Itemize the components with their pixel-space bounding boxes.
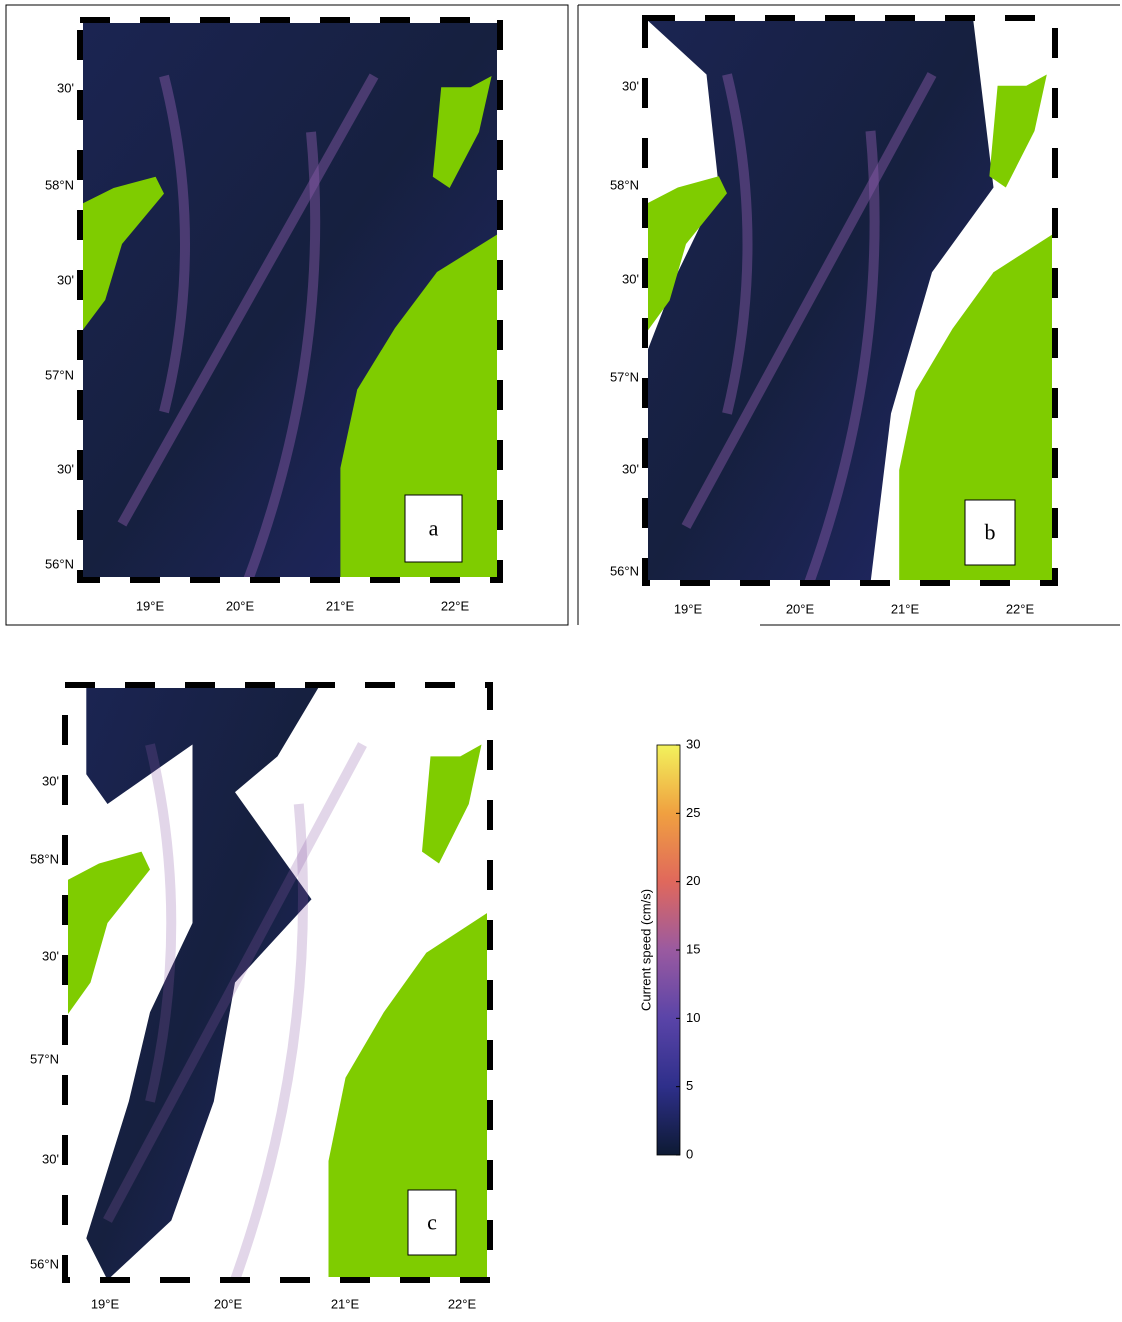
lon-label: 21°E [326, 598, 355, 613]
current-streak [145, 743, 177, 1103]
panel-box [5, 4, 569, 626]
lat-label: 30' [57, 80, 74, 95]
land [80, 176, 164, 334]
current-streak [230, 803, 308, 1282]
lon-label: 19°E [91, 1296, 120, 1311]
lat-label: 56°N [45, 556, 74, 571]
lat-label: 30' [42, 773, 59, 788]
land [989, 74, 1047, 188]
lon-label: 20°E [214, 1296, 243, 1311]
lon-label: 19°E [136, 598, 165, 613]
lon-label: 21°E [331, 1296, 360, 1311]
lat-label: 30' [622, 271, 639, 286]
land [422, 744, 482, 864]
current-streak [159, 74, 190, 414]
lat-label: 56°N [610, 563, 639, 578]
lat-label: 58°N [45, 177, 74, 192]
lat-label: 56°N [30, 1256, 59, 1271]
sea [645, 18, 994, 583]
panel-label: a [429, 516, 439, 541]
label-box [407, 1189, 457, 1256]
map-panel [62, 682, 493, 1283]
map-panel [77, 17, 503, 583]
lon-label: 19°E [674, 601, 703, 616]
panel-label: c [427, 1210, 437, 1235]
map-frame [77, 17, 503, 583]
land [899, 232, 1055, 583]
lat-label: 30' [622, 78, 639, 93]
map-frame [62, 682, 493, 1283]
lon-label: 22°E [441, 598, 470, 613]
lat-label: 57°N [30, 1051, 59, 1066]
map-frame [642, 15, 1058, 586]
lat-label: 30' [42, 948, 59, 963]
current-streak [804, 130, 880, 585]
land [328, 911, 490, 1280]
current-streak [243, 131, 321, 582]
colorbar-tick-label: 30 [686, 736, 700, 751]
panel-label: b [985, 520, 996, 545]
map-panel [642, 15, 1058, 586]
current-streak [103, 742, 367, 1223]
lat-label: 58°N [30, 851, 59, 866]
lat-label: 30' [622, 461, 639, 476]
lat-label: 30' [42, 1151, 59, 1166]
label-box [404, 494, 463, 563]
land [65, 851, 150, 1019]
colorbar-tick-label: 25 [686, 805, 700, 820]
colorbar-label: Current speed (cm/s) [638, 889, 653, 1011]
lat-label: 57°N [610, 369, 639, 384]
sea [86, 685, 320, 1280]
colorbar-tick-label: 0 [686, 1146, 693, 1161]
lat-label: 30' [57, 272, 74, 287]
lon-label: 20°E [226, 598, 255, 613]
land [432, 76, 492, 188]
colorbar-tick-label: 10 [686, 1010, 700, 1025]
lat-label: 57°N [45, 367, 74, 382]
colorbar-tick-label: 5 [686, 1078, 693, 1093]
label-box [964, 499, 1016, 566]
current-streak [722, 73, 753, 415]
lon-label: 22°E [1006, 601, 1035, 616]
colorbar-tick-label: 15 [686, 941, 700, 956]
current-streak [117, 73, 379, 527]
land [645, 176, 727, 335]
lon-label: 21°E [891, 601, 920, 616]
lat-label: 58°N [610, 177, 639, 192]
lon-label: 22°E [448, 1296, 477, 1311]
land [340, 232, 500, 581]
lat-label: 30' [57, 461, 74, 476]
lon-label: 20°E [786, 601, 815, 616]
colorbar-tick-label: 20 [686, 873, 700, 888]
current-streak [681, 72, 937, 529]
